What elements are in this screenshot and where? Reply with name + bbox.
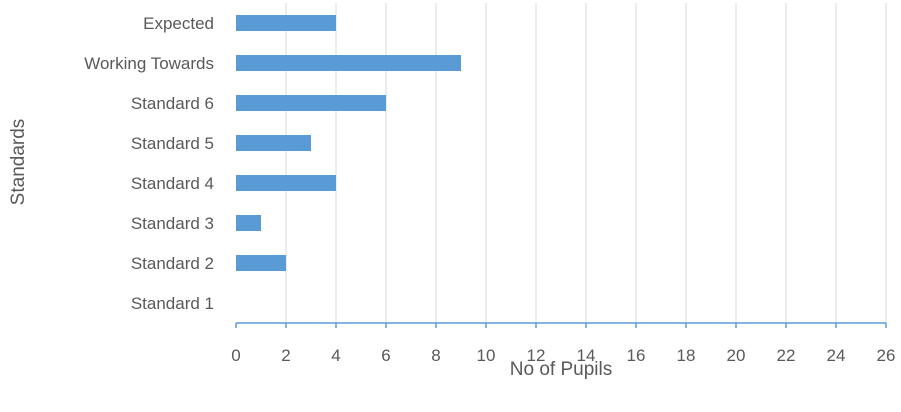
x-tick-label: 4 — [331, 346, 340, 365]
x-tick-label: 6 — [381, 346, 390, 365]
bars — [236, 15, 461, 271]
x-tick-marks — [235, 323, 887, 328]
x-tick-label: 18 — [677, 346, 696, 365]
category-labels: Standard 1 Standard 2 Standard 3 Standard 4… — [84, 14, 214, 313]
x-tick-label: 16 — [627, 346, 646, 365]
y-axis-title: Standards — [8, 119, 29, 206]
bar — [236, 215, 261, 231]
bar — [236, 135, 311, 151]
x-tick-label: 12 — [527, 346, 546, 365]
x-tick-label: 24 — [827, 346, 846, 365]
category-label: Standard 3 — [131, 214, 214, 233]
x-tick-label: 20 — [727, 346, 746, 365]
category-label: Standard 5 — [131, 134, 214, 153]
category-label: Working Towards — [84, 54, 214, 73]
x-tick-label: 14 — [577, 346, 596, 365]
x-axis-title: No of Pupils — [510, 359, 612, 380]
x-tick-label: 0 — [231, 346, 240, 365]
category-label: Expected — [143, 14, 214, 33]
category-label: Standard 4 — [131, 174, 214, 193]
category-label: Standard 6 — [131, 94, 214, 113]
bar — [236, 95, 386, 111]
x-tick-label: 8 — [431, 346, 440, 365]
x-tick-label: 2 — [281, 346, 290, 365]
gridlines — [285, 3, 887, 323]
bar — [236, 175, 336, 191]
x-tick-label: 26 — [877, 346, 896, 365]
bar — [236, 255, 286, 271]
bar — [236, 55, 461, 71]
bar — [236, 15, 336, 31]
category-label: Standard 1 — [131, 294, 214, 313]
x-tick-label: 10 — [477, 346, 496, 365]
x-tick-labels: 0 2 4 6 8 10 12 14 16 18 20 22 24 26 — [231, 346, 895, 365]
x-tick-label: 22 — [777, 346, 796, 365]
category-label: Standard 2 — [131, 254, 214, 273]
